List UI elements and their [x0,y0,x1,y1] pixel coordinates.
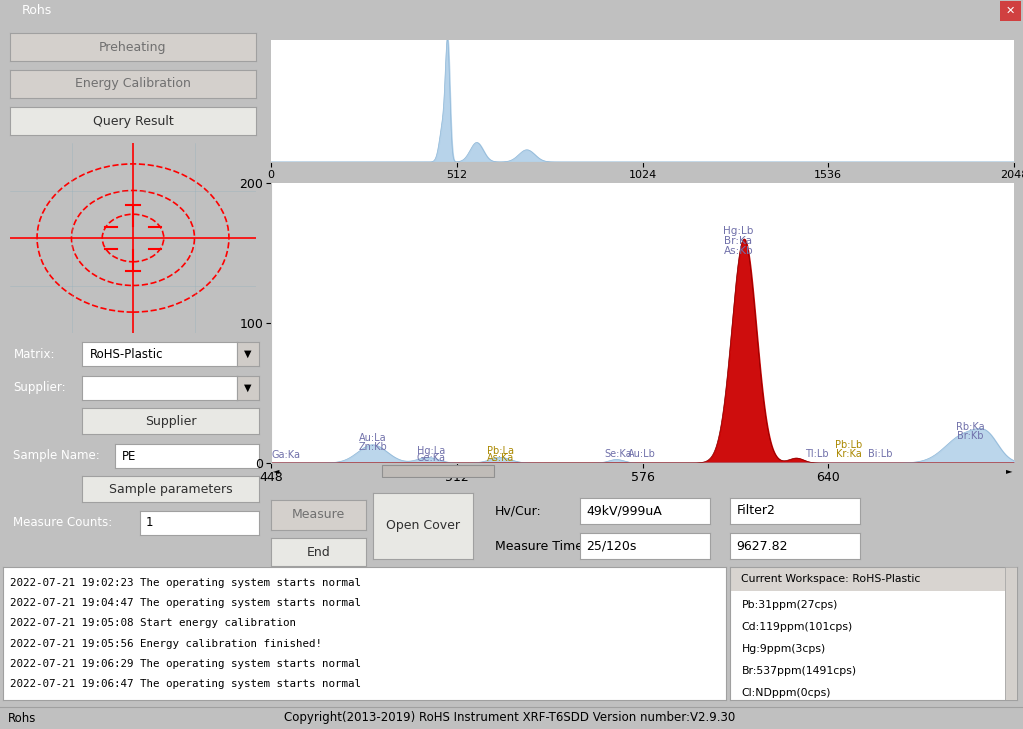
Text: Query Result: Query Result [93,114,173,128]
Text: Ge:Ka: Ge:Ka [416,453,445,463]
Text: Hg:La: Hg:La [416,446,445,456]
Text: Pb:Lb: Pb:Lb [835,440,862,451]
Text: Open Cover: Open Cover [386,520,460,532]
Text: ►: ► [1006,466,1013,475]
Text: Preheating: Preheating [99,41,167,53]
Text: Tl:Lb: Tl:Lb [805,449,829,459]
Text: 25/120s: 25/120s [586,539,637,553]
Text: ✕: ✕ [1006,6,1015,16]
Text: Filter:: Filter: [770,504,805,518]
Text: Zn:Kb: Zn:Kb [358,442,387,452]
Text: Matrix:: Matrix: [13,348,55,361]
Text: Measure: Measure [292,509,345,521]
Text: Se:Ka: Se:Ka [605,449,632,459]
Text: Measure Counts:: Measure Counts: [13,517,113,529]
Text: Measure Time:: Measure Time: [495,540,587,553]
Bar [383,464,494,477]
Text: Br:Kb: Br:Kb [958,431,984,440]
Text: 2022-07-21 19:05:56 Energy calibration finished!: 2022-07-21 19:05:56 Energy calibration f… [10,639,322,649]
Text: Bi:Lb: Bi:Lb [869,449,893,459]
Text: Cl:NDppm(0cps): Cl:NDppm(0cps) [742,688,831,698]
Text: Copyright(2013-2019) RoHS Instrument XRF-T6SDD Version number:V2.9.30: Copyright(2013-2019) RoHS Instrument XRF… [284,712,736,725]
Text: RoHS-Plastic: RoHS-Plastic [90,348,164,361]
Text: Au:La: Au:La [359,434,387,443]
Text: 2022-07-21 19:06:29 The operating system starts normal: 2022-07-21 19:06:29 The operating system… [10,659,361,669]
Text: 2022-07-21 19:04:47 The operating system starts normal: 2022-07-21 19:04:47 The operating system… [10,598,361,608]
Text: PE: PE [122,450,137,462]
Text: Sample Name:: Sample Name: [13,450,100,462]
Text: Rohs: Rohs [23,4,52,17]
Text: Au:Lb: Au:Lb [628,449,656,459]
Text: Rohs: Rohs [8,712,37,725]
Text: Supplier:: Supplier: [13,381,66,394]
Text: Cd:119ppm(101cps): Cd:119ppm(101cps) [742,622,853,632]
Text: Br:Ka: Br:Ka [724,236,752,246]
Text: Hg:Lb: Hg:Lb [723,226,754,236]
Bar [730,567,1017,591]
Text: Sample parameters: Sample parameters [108,483,232,496]
Text: Br:537ppm(1491cps): Br:537ppm(1491cps) [742,666,856,676]
Text: ▼: ▼ [244,383,252,393]
Text: Pb:31ppm(27cps): Pb:31ppm(27cps) [742,600,838,610]
Text: As:Ka: As:Ka [487,453,514,463]
Text: 2022-07-21 19:05:08 Start energy calibration: 2022-07-21 19:05:08 Start energy calibra… [10,618,297,628]
Text: As:Kb: As:Kb [723,246,753,256]
Text: Ga:Ka: Ga:Ka [271,451,300,460]
Bar [1000,1,1021,21]
Text: Kr:Ka: Kr:Ka [836,449,861,459]
Text: Hv/Cur:: Hv/Cur: [495,504,542,518]
Text: 1: 1 [146,517,153,529]
Text: 9627.82: 9627.82 [737,539,788,553]
Text: Supplier: Supplier [144,415,196,427]
Text: 2022-07-21 19:06:47 The operating system starts normal: 2022-07-21 19:06:47 The operating system… [10,679,361,690]
Text: Filter2: Filter2 [737,504,775,518]
Text: ▼: ▼ [244,349,252,359]
Text: ◄: ◄ [272,466,279,475]
Text: Hg:9ppm(3cps): Hg:9ppm(3cps) [742,644,826,654]
Text: Energy Calibration: Energy Calibration [75,77,191,90]
Text: Current Workspace: RoHS-Plastic: Current Workspace: RoHS-Plastic [742,574,921,584]
Text: 2022-07-21 19:02:23 The operating system starts normal: 2022-07-21 19:02:23 The operating system… [10,577,361,588]
Text: Fast cps:: Fast cps: [770,540,825,553]
Text: End: End [307,545,330,558]
Text: Pb:La: Pb:La [487,446,514,456]
Text: 49kV/999uA: 49kV/999uA [586,504,662,518]
Text: Rb:Ka: Rb:Ka [957,422,985,432]
